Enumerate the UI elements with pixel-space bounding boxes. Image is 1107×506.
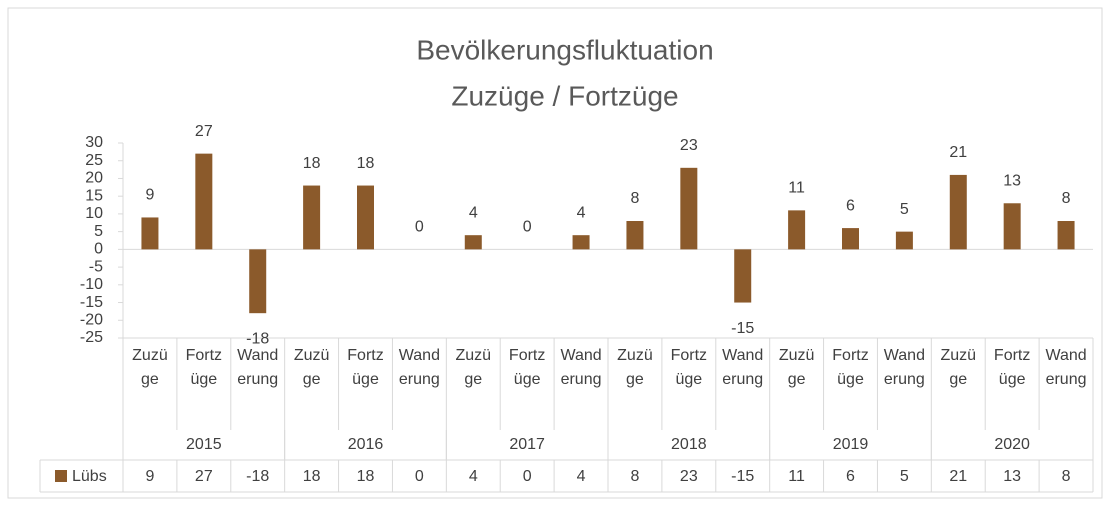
x-tick-label: Zuzüge: [132, 347, 168, 388]
table-value: 6: [846, 468, 855, 485]
table-value: 18: [303, 468, 321, 485]
group-label: 2019: [833, 436, 869, 453]
table-value: 8: [1062, 468, 1071, 485]
y-tick-label: 5: [94, 223, 103, 240]
data-label: 9: [145, 187, 154, 204]
bar: [1003, 203, 1021, 250]
x-tick-label: Fortzüge: [670, 347, 708, 388]
bar: [303, 185, 321, 250]
x-tick-label: Zuzüge: [778, 347, 815, 388]
table-value: -15: [731, 468, 754, 485]
group-label: 2020: [994, 436, 1030, 453]
data-label: 8: [1062, 190, 1071, 207]
bar: [357, 185, 374, 250]
bar: [680, 167, 698, 250]
y-tick-label: 10: [85, 205, 103, 222]
y-tick-label: -25: [80, 329, 103, 346]
x-tick-label: Wanderung: [1045, 347, 1087, 388]
y-tick-label: -15: [80, 294, 103, 311]
x-tick-label: Zuzüge: [617, 347, 653, 388]
y-tick-label: 30: [85, 134, 103, 151]
bar: [788, 210, 806, 250]
group-label: 2018: [671, 436, 707, 453]
data-label: 4: [469, 204, 478, 221]
chart-frame: [7, 7, 1103, 499]
data-label: 13: [1003, 172, 1021, 189]
chart-subtitle: Zuzüge / Fortzüge: [451, 80, 678, 111]
group-label: 2017: [509, 436, 545, 453]
y-tick-label: -10: [80, 276, 103, 293]
table-value: 0: [523, 468, 532, 485]
table-value: 8: [630, 468, 639, 485]
x-tick-label: Wanderung: [722, 347, 764, 388]
bar: [842, 228, 859, 250]
x-tick-label: Fortzüge: [347, 347, 384, 388]
legend-label: Lübs: [72, 468, 107, 485]
y-tick-label: 20: [85, 170, 103, 187]
group-label: 2016: [348, 436, 384, 453]
table-value: 9: [145, 468, 154, 485]
bar: [895, 231, 913, 250]
y-tick-label: 0: [94, 241, 103, 258]
data-label: 18: [303, 155, 321, 172]
table-value: 13: [1003, 468, 1021, 485]
bar: [249, 249, 267, 314]
group-label: 2015: [186, 436, 222, 453]
x-tick-label: Zuzüge: [455, 347, 492, 388]
x-tick-label: Fortzüge: [508, 347, 546, 388]
data-label: 5: [900, 201, 909, 218]
table-value: 5: [900, 468, 909, 485]
data-label: 18: [357, 155, 375, 172]
y-tick-label: 25: [85, 152, 103, 169]
x-tick-label: Wanderung: [560, 347, 602, 388]
data-label: -15: [731, 320, 754, 337]
legend-swatch: [55, 470, 67, 482]
bar: [195, 153, 213, 250]
bar: [734, 249, 752, 303]
bar: [141, 217, 159, 250]
table-value: 4: [469, 468, 478, 485]
table-value: 0: [415, 468, 424, 485]
data-label: -18: [246, 330, 269, 347]
x-tick-label: Wanderung: [398, 347, 440, 388]
x-tick-label: Zuzüge: [940, 347, 977, 388]
x-tick-label: Wanderung: [237, 347, 279, 388]
table-value: 23: [680, 468, 698, 485]
data-label: 0: [523, 219, 532, 236]
table-value: -18: [246, 468, 269, 485]
data-label: 8: [630, 190, 639, 207]
x-tick-label: Wanderung: [883, 347, 925, 388]
y-tick-label: 15: [85, 187, 103, 204]
bar: [626, 221, 644, 250]
bar: [949, 174, 967, 250]
table-value: 18: [357, 468, 375, 485]
x-tick-label: Fortzüge: [993, 347, 1031, 388]
table-value: 27: [195, 468, 213, 485]
data-label: 4: [577, 204, 586, 221]
x-tick-label: Zuzüge: [293, 347, 330, 388]
data-label: 11: [788, 180, 805, 197]
table-value: 11: [788, 468, 805, 485]
data-label: 21: [949, 144, 967, 161]
table-value: 4: [577, 468, 586, 485]
chart-title: Bevölkerungsfluktuation: [416, 34, 713, 65]
x-tick-label: Fortzüge: [832, 347, 869, 388]
y-tick-label: -20: [80, 311, 103, 328]
bar: [464, 235, 482, 250]
x-tick-label: Fortzüge: [185, 347, 223, 388]
data-label: 0: [415, 219, 424, 236]
data-label: 27: [195, 123, 213, 140]
bar: [1057, 221, 1075, 250]
table-value: 21: [949, 468, 967, 485]
bar: [572, 235, 590, 250]
data-label: 23: [680, 137, 698, 154]
y-tick-label: -5: [89, 258, 103, 275]
data-label: 6: [846, 197, 855, 214]
